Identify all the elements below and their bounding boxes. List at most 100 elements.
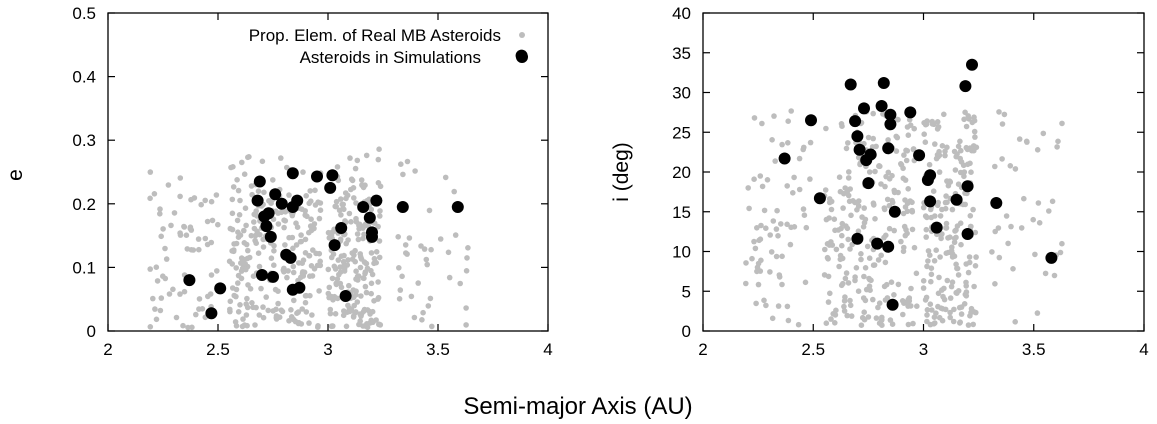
real-asteroid-point (184, 246, 191, 252)
real-asteroid-point (920, 204, 927, 211)
real-asteroid-point (242, 205, 249, 211)
real-asteroid-point (837, 188, 844, 195)
real-asteroid-point (162, 275, 169, 282)
real-asteroid-point (839, 242, 845, 249)
real-asteroid-point (189, 324, 195, 331)
real-asteroid-point (855, 228, 862, 234)
real-asteroid-point (904, 208, 911, 215)
real-asteroid-point (354, 299, 361, 305)
real-asteroid-point (855, 288, 862, 295)
real-asteroid-point (751, 176, 757, 182)
real-asteroid-point (924, 263, 930, 270)
real-asteroid-point (248, 232, 255, 239)
real-asteroid-point (429, 323, 435, 330)
real-asteroid-point (961, 116, 967, 123)
real-asteroid-point (376, 238, 383, 244)
real-asteroid-point (882, 183, 888, 190)
real-asteroid-point (957, 138, 963, 145)
real-asteroid-point (236, 212, 243, 218)
real-asteroid-point (406, 235, 413, 241)
real-asteroid-point (227, 298, 234, 305)
real-asteroid-point (839, 232, 845, 239)
real-asteroid-point (451, 188, 458, 195)
real-asteroid-point (1024, 139, 1030, 145)
real-asteroid-point (191, 195, 198, 201)
real-asteroid-point (244, 295, 250, 302)
real-asteroid-point (353, 268, 359, 275)
real-asteroid-point (306, 320, 312, 326)
real-asteroid-point (158, 233, 164, 240)
real-asteroid-point (944, 199, 950, 206)
real-asteroid-point (787, 241, 794, 248)
real-asteroid-point (227, 225, 234, 232)
real-asteroid-point (294, 310, 300, 317)
real-asteroid-point (957, 155, 963, 162)
real-asteroid-point (954, 223, 961, 229)
real-asteroid-point (154, 278, 161, 284)
real-asteroid-point (424, 261, 431, 268)
real-asteroid-point (928, 278, 934, 285)
real-asteroid-point (898, 238, 904, 245)
real-asteroid-point (755, 281, 762, 288)
real-asteroid-point (233, 293, 239, 300)
real-asteroid-point (233, 265, 239, 271)
real-asteroid-point (238, 275, 245, 282)
real-asteroid-point (768, 249, 775, 255)
real-asteroid-point (1030, 216, 1036, 223)
real-asteroid-point (1049, 198, 1056, 205)
real-asteroid-point (229, 285, 236, 291)
real-asteroid-point (316, 215, 323, 222)
simulation-asteroid-point (904, 106, 917, 119)
real-asteroid-point (408, 293, 415, 300)
real-asteroid-point (891, 187, 897, 194)
real-asteroid-point (844, 312, 850, 319)
simulation-asteroid-point (324, 181, 337, 194)
real-asteroid-point (303, 193, 310, 199)
real-asteroid-point (147, 324, 154, 330)
simulation-asteroid-point (284, 251, 297, 264)
real-asteroid-point (263, 294, 270, 300)
real-asteroid-point (944, 277, 951, 284)
real-asteroid-point (463, 268, 470, 274)
real-asteroid-point (839, 123, 845, 129)
real-asteroid-point (411, 314, 418, 321)
real-asteroid-point (807, 176, 813, 182)
real-asteroid-point (839, 220, 846, 227)
real-asteroid-point (198, 201, 204, 208)
real-asteroid-point (363, 289, 370, 296)
real-asteroid-point (899, 298, 906, 304)
real-asteroid-point (763, 225, 769, 231)
real-asteroid-point (903, 147, 909, 154)
real-asteroid-point (932, 320, 938, 326)
real-asteroid-point (445, 249, 452, 256)
real-asteroid-point (162, 245, 168, 252)
real-asteroid-point (875, 304, 881, 311)
real-asteroid-point (353, 219, 360, 225)
legend-marker-simulation-asteroids (516, 51, 528, 63)
real-asteroid-point (368, 280, 375, 287)
real-asteroid-point (282, 242, 288, 248)
real-asteroid-point (166, 291, 173, 297)
real-asteroid-point (150, 295, 156, 302)
real-asteroid-point (328, 293, 335, 300)
real-asteroid-point (905, 132, 912, 138)
real-asteroid-point (909, 207, 915, 214)
simulation-asteroid-point (950, 193, 963, 206)
real-asteroid-point (922, 297, 929, 303)
real-asteroid-point (340, 258, 347, 265)
simulation-asteroid-point (882, 142, 895, 155)
real-asteroid-point (942, 152, 948, 159)
real-asteroid-point (427, 295, 434, 302)
real-asteroid-point (858, 322, 865, 329)
real-asteroid-point (906, 298, 913, 304)
real-asteroid-point (775, 303, 782, 309)
real-asteroid-point (463, 322, 469, 328)
real-asteroid-point (163, 256, 170, 262)
real-asteroid-point (965, 269, 972, 276)
real-asteroid-point (992, 228, 998, 235)
real-asteroid-point (855, 203, 862, 209)
y-tick-label: 0.2 (72, 195, 96, 214)
real-asteroid-point (303, 292, 310, 299)
x-tick-label: 3.5 (1022, 340, 1046, 359)
